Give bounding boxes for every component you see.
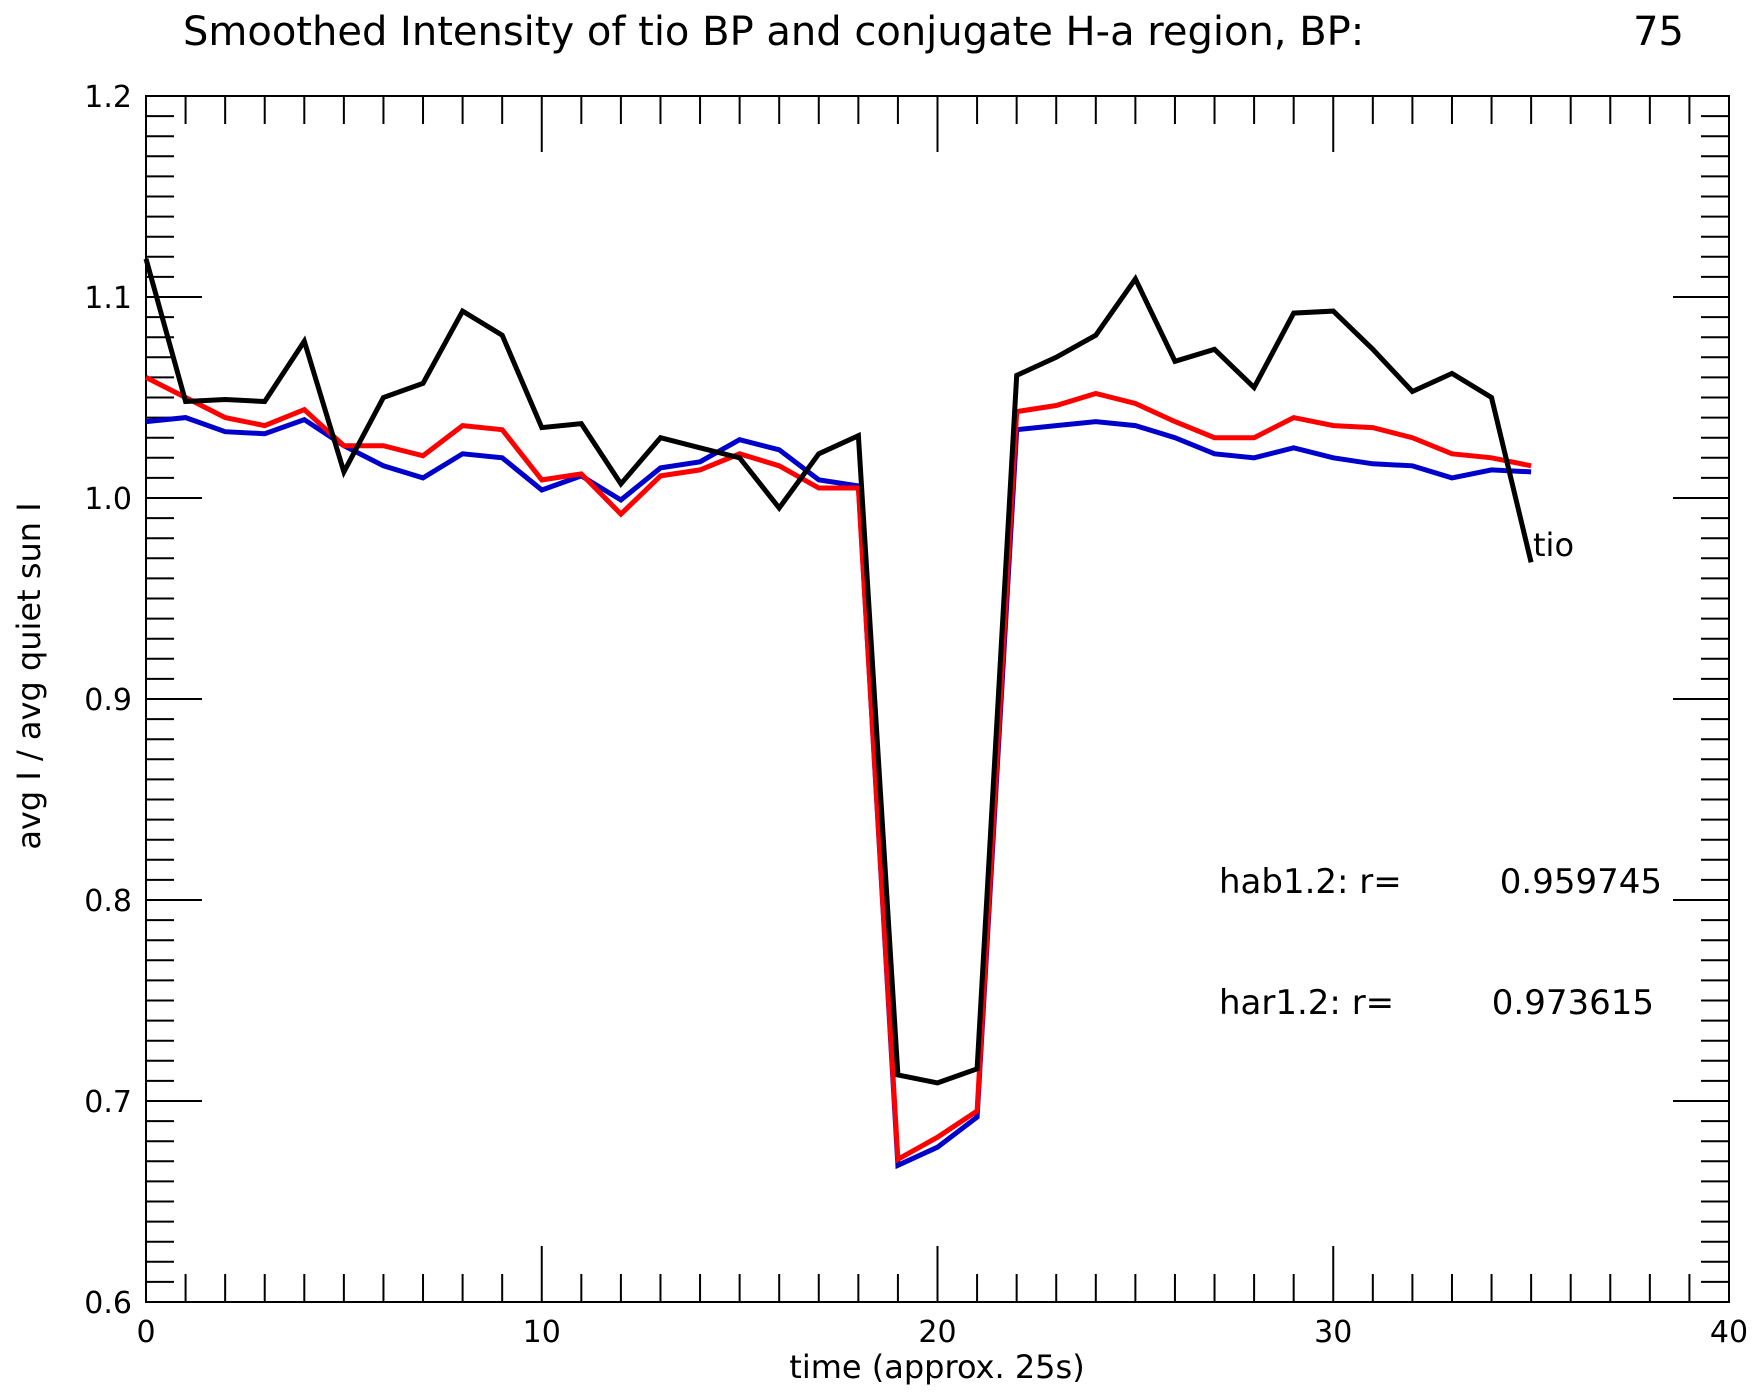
- series-lines: [143, 258, 1534, 1170]
- chart-title: Smoothed Intensity of tio BP and conjuga…: [183, 9, 1364, 55]
- y-tick-label: 1.0: [84, 482, 132, 517]
- series-label-tio: tio: [1533, 526, 1574, 564]
- annotation-hab-label: hab1.2: r=: [1219, 862, 1402, 902]
- y-tick-label: 0.6: [84, 1286, 132, 1321]
- y-tick-labels: 0.6 0.7 0.8 0.9 1.0 1.1 1.2: [84, 80, 132, 1321]
- x-tick-label: 0: [136, 1315, 155, 1350]
- annotation-har-label: har1.2: r=: [1219, 983, 1394, 1023]
- y-tick-label: 0.7: [84, 1085, 132, 1120]
- chart-title-value: 75: [1633, 9, 1684, 55]
- y-tick-label: 1.1: [84, 281, 132, 316]
- y-axis-label: avg I / avg quiet sun I: [10, 502, 48, 849]
- series-line-tio: [143, 258, 1534, 1086]
- x-tick-label: 40: [1710, 1315, 1748, 1350]
- y-tick-label: 1.2: [84, 80, 132, 115]
- plot-frame: [145, 95, 1730, 1303]
- annotation-hab-value: 0.959745: [1500, 862, 1662, 902]
- x-tick-label: 10: [523, 1315, 561, 1350]
- x-tick-label: 20: [918, 1315, 956, 1350]
- y-tick-label: 0.9: [84, 683, 132, 718]
- x-axis-label: time (approx. 25s): [789, 1348, 1084, 1386]
- x-tick-labels: 0 10 20 30 40: [136, 1315, 1748, 1350]
- minor-ticks: [146, 96, 1729, 1302]
- annotation-har-value: 0.973615: [1492, 983, 1654, 1023]
- y-tick-label: 0.8: [84, 884, 132, 919]
- series-line-har: [144, 375, 1532, 1164]
- major-ticks: [145, 95, 1730, 1303]
- x-tick-label: 30: [1314, 1315, 1352, 1350]
- series-line-hab: [145, 415, 1532, 1170]
